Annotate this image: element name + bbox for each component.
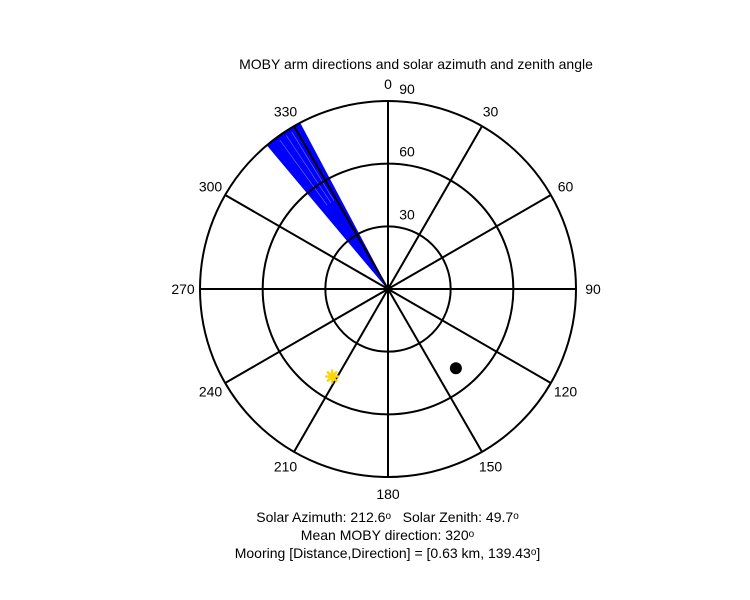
polar-grid xyxy=(199,100,577,478)
angular-grid-spoke xyxy=(387,194,552,290)
moby-arm-streak xyxy=(291,131,335,201)
angular-grid-spoke xyxy=(387,125,483,290)
angle-tick-label: 90 xyxy=(585,281,601,297)
solar-azimuth-text: Solar Azimuth: 212.6 xyxy=(256,509,386,525)
mooring-marker xyxy=(449,362,462,375)
angular-grid-spoke xyxy=(387,288,552,384)
angle-tick-label: 150 xyxy=(479,459,503,475)
angular-grid-spoke xyxy=(224,288,389,384)
degree-sign: o xyxy=(513,511,519,522)
mooring-text-end: ] xyxy=(536,545,541,561)
moby-arm-streak xyxy=(279,139,328,206)
angle-tick-label: 210 xyxy=(274,459,298,475)
radial-tick-label: 30 xyxy=(399,206,415,222)
angle-tick-label: 300 xyxy=(199,179,223,195)
angle-tick-label: 270 xyxy=(171,281,195,297)
angle-tick-label: 60 xyxy=(558,179,574,195)
moby-arm-wedge-layer xyxy=(266,122,389,290)
angle-tick-label: 120 xyxy=(554,384,578,400)
radial-tick-label: 60 xyxy=(399,144,415,160)
angle-tick-label: 0 xyxy=(384,76,392,92)
degree-sign: o xyxy=(385,511,391,522)
solar-zenith-text: Solar Zenith: 49.7 xyxy=(402,509,514,525)
mean-moby-direction-text: Mean MOBY direction: 320 xyxy=(300,527,469,543)
angle-tick-label: 330 xyxy=(274,104,298,120)
solar-marker xyxy=(324,369,340,384)
angular-grid-spoke xyxy=(224,194,389,290)
mooring-text: Mooring [Distance,Direction] = [0.63 km,… xyxy=(234,545,531,561)
moby-arm-streak xyxy=(286,135,332,203)
radial-tick-label: 90 xyxy=(399,81,415,97)
angle-tick-label: 180 xyxy=(376,486,400,502)
angular-grid-spoke xyxy=(293,288,389,453)
degree-sign: o xyxy=(468,529,475,540)
angular-grid-spoke xyxy=(387,288,483,453)
tick-labels: 0 30 60 90 120 150 180 210 240 270 300 330 30 60 90 xyxy=(171,76,601,502)
angle-tick-label: 30 xyxy=(483,104,499,120)
caption-line-1: Solar Azimuth: 212.6o Solar Zenith: 49.7… xyxy=(0,508,750,526)
chart-title: MOBY arm directions and solar azimuth an… xyxy=(239,56,593,72)
caption-line-3: Mooring [Distance,Direction] = [0.63 km,… xyxy=(0,544,750,562)
angle-tick-label: 240 xyxy=(199,384,223,400)
angular-grid-spoke xyxy=(293,125,389,290)
degree-sign: o xyxy=(530,547,537,558)
markers-layer xyxy=(324,362,462,384)
caption-line-2: Mean MOBY direction: 320o xyxy=(0,526,750,544)
